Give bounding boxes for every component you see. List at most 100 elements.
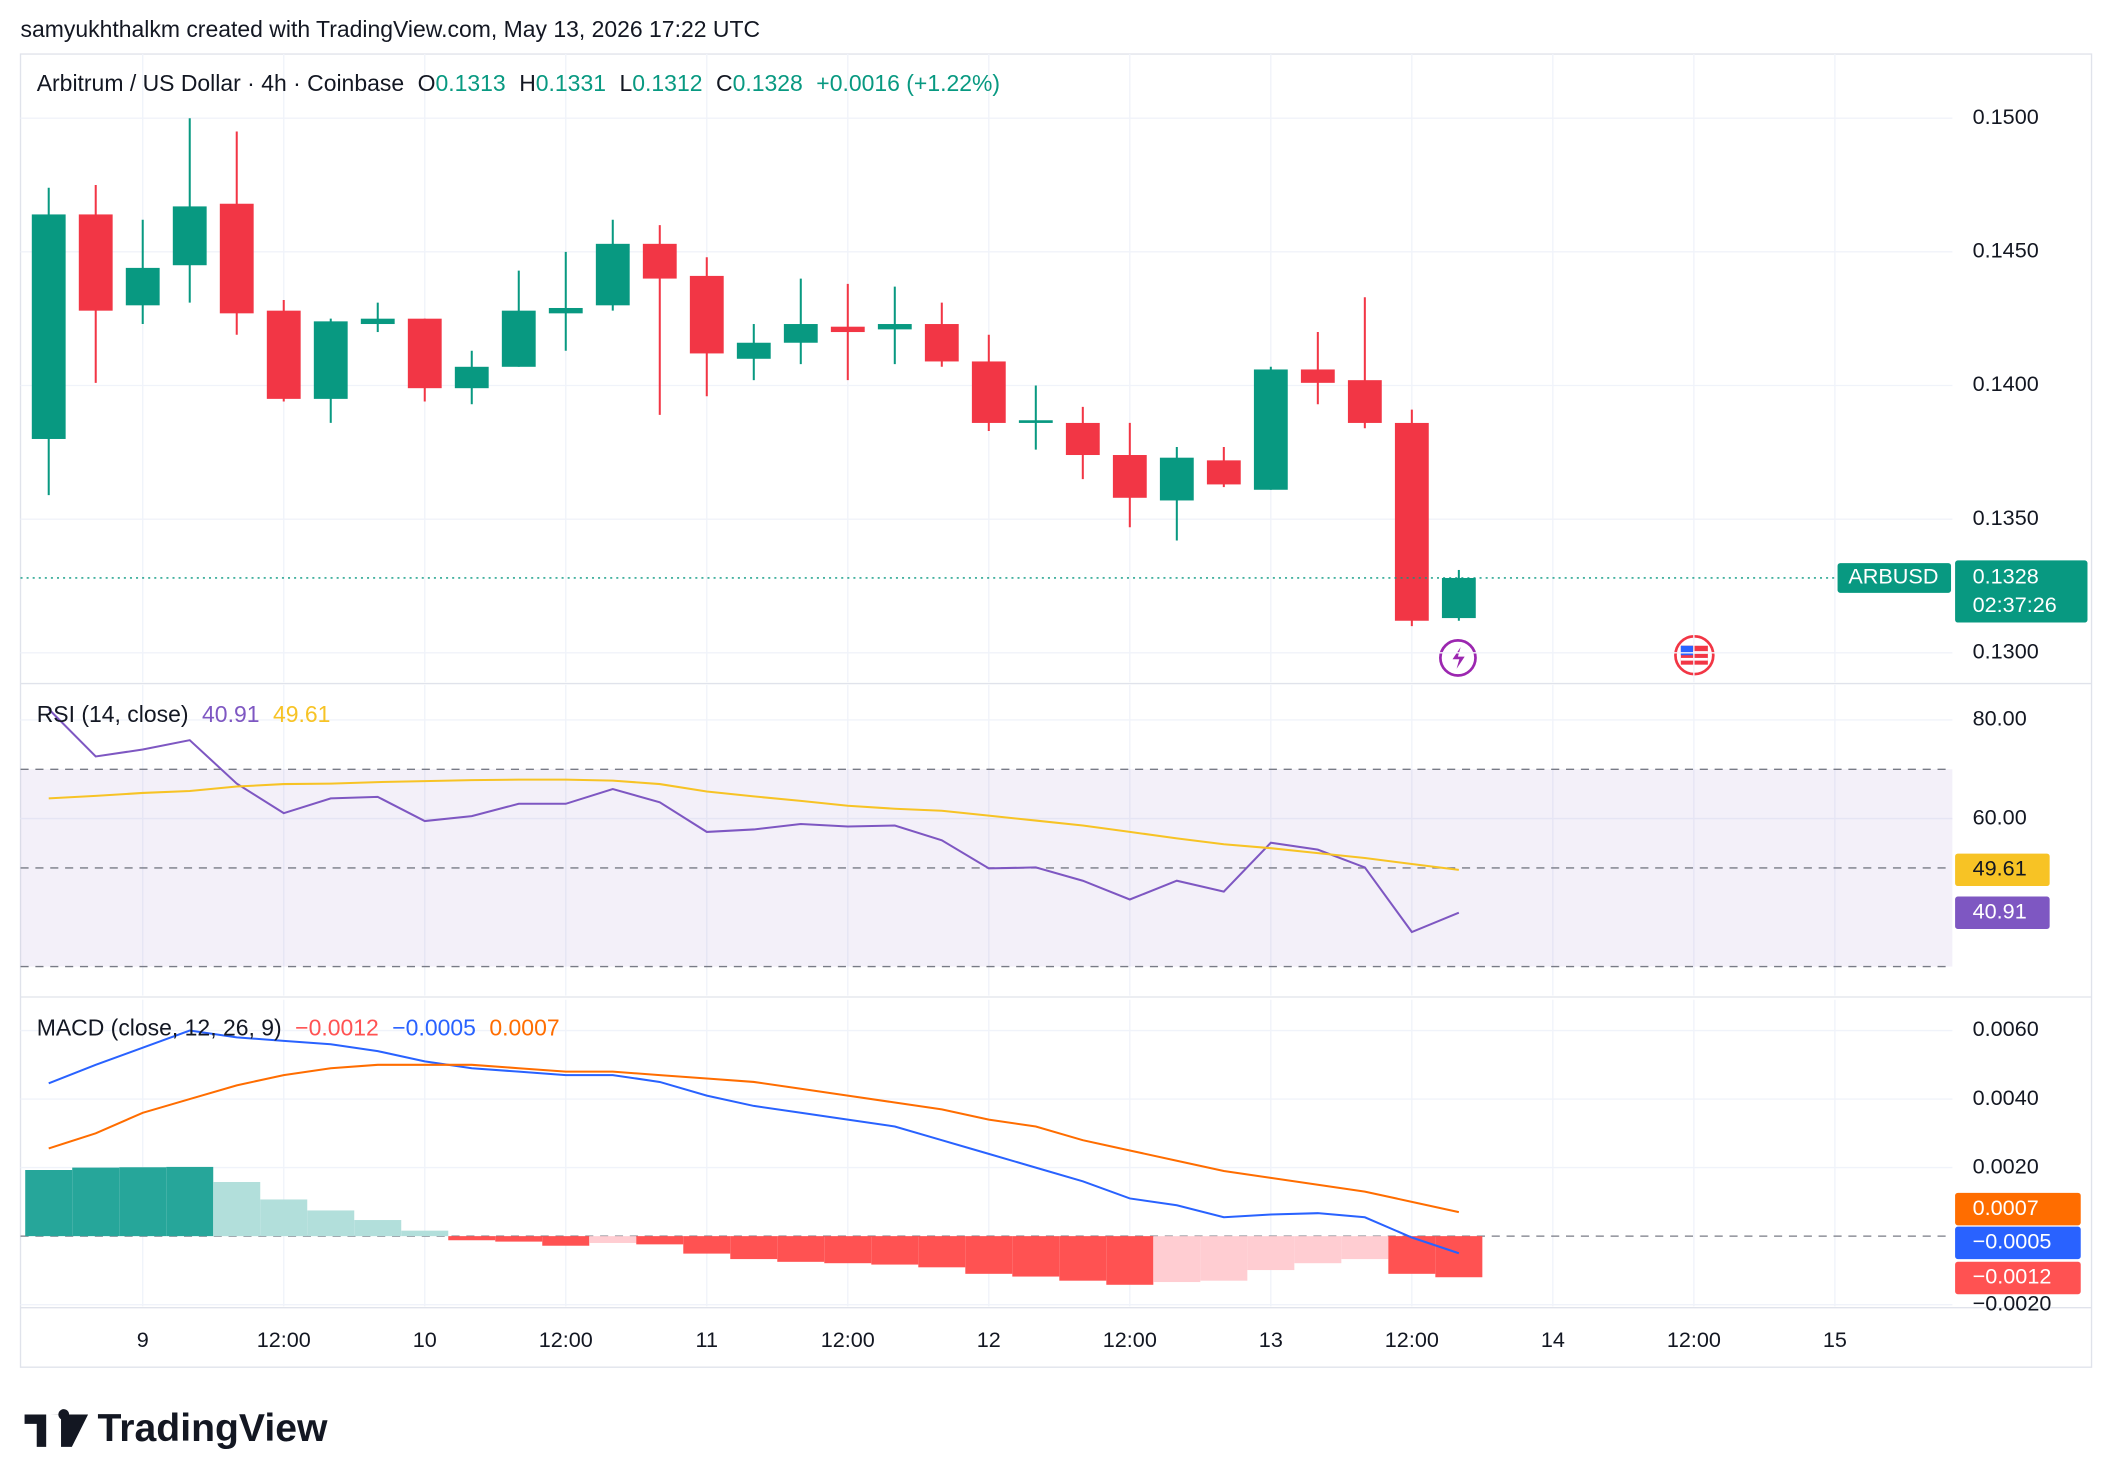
histogram-bar [965,1236,1013,1274]
value-badge-label: 49.61 [1973,856,2027,881]
y-tick-label: 0.0040 [1973,1085,2039,1110]
histogram-bar [307,1210,355,1237]
histogram-bar [354,1220,402,1237]
candle-body [266,310,301,399]
histogram-bar [1435,1236,1483,1278]
legend-value: −0.0012 [295,1014,379,1040]
candle-body [1159,457,1194,501]
legend-value: 49.61 [273,701,330,727]
candle-body [1018,420,1053,423]
legend-text: O [418,70,436,96]
value-badge [1955,896,2050,929]
histogram-bar [730,1236,778,1260]
price-label: 0.1328 [1973,564,2039,589]
candle-body [1300,369,1335,383]
x-tick-label: 10 [413,1327,437,1352]
candle-body [407,318,442,389]
value-badge [1955,1192,2081,1226]
value-badge-label: 0.0007 [1973,1195,2039,1220]
candle-body [172,206,207,266]
legend-text: C [716,70,733,96]
candle-body [877,324,912,330]
x-tick-label: 11 [696,1327,718,1352]
x-tick-label: 12:00 [539,1327,593,1352]
histogram-bar [401,1230,449,1237]
y-tick-label: 0.0020 [1973,1153,2039,1178]
frame [19,53,2093,1368]
x-tick-label: 12 [977,1327,1001,1352]
candle-body [501,310,536,367]
price-badge [1955,560,2088,623]
histogram-bar [1294,1236,1342,1264]
y-tick-label: 0.1400 [1973,371,2039,396]
candle-body [642,243,677,279]
histogram-bar [777,1236,825,1262]
candle-body [924,324,959,362]
histogram-bar [1059,1236,1107,1281]
candle-body [360,318,395,325]
candle-body [454,366,489,389]
candle-body [736,342,771,359]
series-line [48,1063,1460,1214]
y-tick-label: 0.1300 [1973,639,2039,664]
x-tick-label: 12:00 [1667,1327,1721,1352]
legend-text: L [620,70,633,96]
candle-body [1394,422,1429,621]
candle-body [1253,369,1288,490]
value-badge-label: −0.0012 [1973,1264,2052,1289]
legend-text: 0.1313 [435,70,505,96]
candle-body [1206,460,1241,485]
candle-body [1441,577,1476,619]
attribution: samyukhthalkm created with TradingView.c… [21,16,761,42]
series-line [48,778,1459,871]
histogram-bar [918,1236,966,1268]
histogram-bar [636,1236,684,1245]
histogram-bar [1012,1236,1060,1277]
histogram-bar [1247,1236,1295,1271]
series-line [48,708,1460,934]
legend-text: Arbitrum / US Dollar · 4h · Coinbase [37,70,404,96]
pane-title: MACD (close, 12, 26, 9) [37,1014,282,1040]
legend-text: H [519,70,536,96]
legend-value: 0.0007 [489,1014,559,1040]
y-tick-label: 0.0060 [1973,1016,2039,1041]
y-tick-label: −0.0020 [1973,1290,2052,1315]
value-badge [1955,853,2050,887]
tradingview-logo: TradingView [24,1407,328,1450]
candle-body [548,307,583,314]
candle-body [595,243,630,306]
logo-text: TradingView [98,1407,328,1450]
ticker-badge [1837,563,1952,593]
candle-body [830,326,865,333]
histogram-bar [25,1170,73,1237]
candle-body [219,203,254,314]
candle-body [78,214,113,311]
histogram-bar [1200,1236,1248,1281]
x-tick-label: 15 [1823,1327,1847,1352]
histogram-bar [1388,1236,1436,1274]
histogram-bar [166,1166,214,1237]
legend-value: 40.91 [202,701,259,727]
value-badge [1955,1226,2081,1260]
y-tick-label: 0.1500 [1973,104,2039,129]
histogram-bar [1153,1236,1201,1283]
legend-value: −0.0005 [392,1014,476,1040]
y-tick-label: 80.00 [1973,706,2027,731]
x-tick-label: 12:00 [257,1327,311,1352]
candle-body [1065,422,1100,456]
value-badge-label: −0.0005 [1973,1229,2052,1254]
legend-text: 0.1328 [733,70,803,96]
histogram-bar [72,1167,120,1237]
histogram-bar [824,1236,872,1264]
histogram-bar [448,1236,496,1241]
x-tick-label: 14 [1541,1327,1565,1352]
candle-body [783,324,818,343]
candle-body [1112,455,1147,498]
histogram-bar [1106,1236,1154,1285]
histogram-bar [495,1236,543,1242]
value-badge [1955,1261,2081,1295]
legend-text: 0.1312 [632,70,702,96]
histogram-bar [119,1167,167,1237]
histogram-bar [1341,1236,1389,1260]
